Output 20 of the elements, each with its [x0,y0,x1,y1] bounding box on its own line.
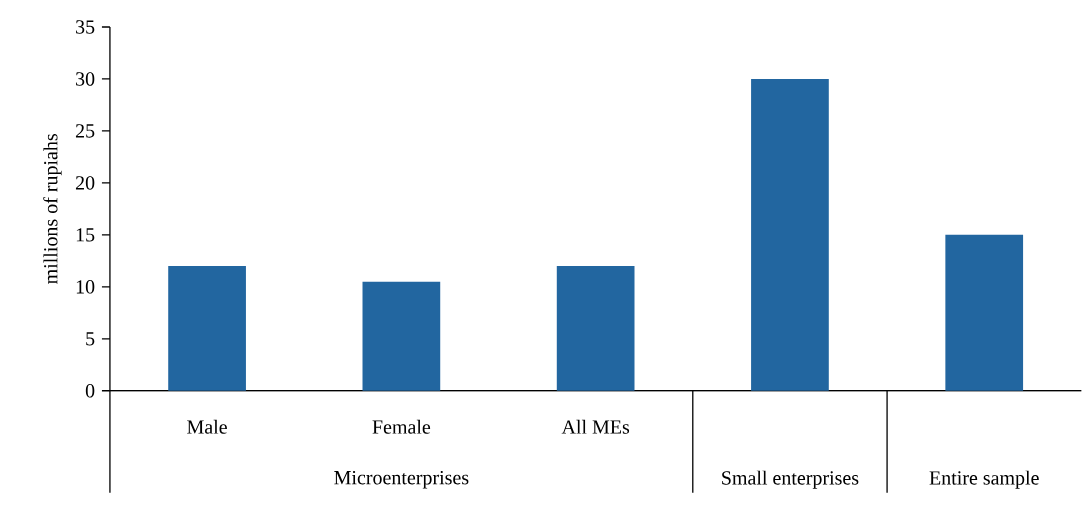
y-tick-label: 35 [76,20,95,34]
bar [362,281,441,391]
x-tick-label: Entire sample [929,470,1039,489]
x-tick-label: Female [372,419,431,434]
y-tick-label: 15 [76,228,95,242]
y-tick-label: 0 [85,383,95,398]
x-tick-label: Small enterprises [722,470,859,489]
x-tick-label: All MEs [561,419,630,434]
y-axis-title: millions of rupiahs [43,133,62,284]
y-tick-label: 5 [86,332,95,346]
bar [168,265,246,391]
text: Microenterprises [334,470,469,489]
y-tick-label: 20 [75,176,95,190]
y-tick-label: 10 [76,279,95,294]
bar [945,234,1024,391]
y-tick-label: 25 [75,124,95,138]
y-tick-label: 30 [76,72,95,86]
bar [751,78,829,391]
x-tick-label: Male [187,419,227,434]
bar [556,265,635,391]
